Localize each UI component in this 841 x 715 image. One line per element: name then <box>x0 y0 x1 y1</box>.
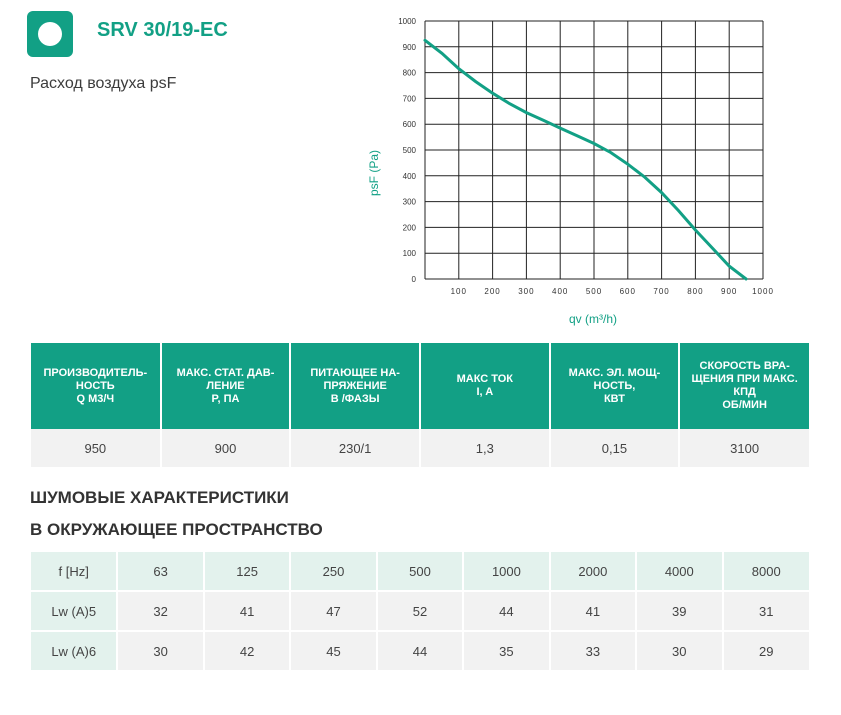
y-axis-ticks: 0 100 200 300 400 500 600 700 800 900 1000 <box>398 17 416 284</box>
x-tick-label: 700 <box>653 287 669 296</box>
y-tick-label: 300 <box>403 198 417 207</box>
noise-value-cell: 44 <box>376 631 465 672</box>
y-tick-label: 1000 <box>398 17 416 26</box>
y-tick-label: 600 <box>403 120 417 129</box>
x-tick-label: 900 <box>721 287 737 296</box>
spec-header-row: ПРОИЗВОДИТЕЛЬ- НОСТЬ Q М3/Ч МАКС. СТАТ. ДАВ… <box>31 343 809 429</box>
x-tick-label: 300 <box>518 287 534 296</box>
x-tick-label: 600 <box>620 287 636 296</box>
noise-value-cell: 41 <box>549 591 638 632</box>
y-tick-label: 400 <box>403 172 417 181</box>
noise-value-cell: 42 <box>203 631 292 672</box>
noise-value-cell: 35 <box>463 631 551 672</box>
noise-value-cell: 52 <box>376 591 465 632</box>
frequency-cell: 63 <box>117 552 205 592</box>
spec-header-cell: СКОРОСТЬ ВРА- ЩЕНИЯ ПРИ МАКС. КПД ОБ/МИН <box>679 343 809 429</box>
y-tick-label: 500 <box>403 146 417 155</box>
frequency-cell: 2000 <box>549 552 638 592</box>
y-tick-label: 900 <box>403 43 417 52</box>
noise-row-label: Lw (A)5 <box>31 591 119 632</box>
spec-header-cell: МАКС. СТАТ. ДАВ- ЛЕНИЕ P, ПА <box>160 343 292 429</box>
x-axis-label: qv (m³/h) <box>569 312 617 326</box>
noise-value-cell: 30 <box>636 631 724 672</box>
frequency-cell: 1000 <box>463 552 551 592</box>
y-tick-label: 200 <box>403 223 417 232</box>
x-tick-label: 1000 <box>752 287 774 296</box>
spec-value-cell: 3100 <box>679 429 809 467</box>
noise-value-cell: 33 <box>549 631 638 672</box>
spec-header-cell: ПРОИЗВОДИТЕЛЬ- НОСТЬ Q М3/Ч <box>31 343 162 429</box>
y-tick-label: 100 <box>403 249 417 258</box>
noise-value-cell: 30 <box>117 631 205 672</box>
noise-value-cell: 32 <box>117 591 205 632</box>
noise-section-subtitle: В ОКРУЖАЮЩЕЕ ПРОСТРАНСТВО <box>30 520 323 539</box>
chart-subtitle: Расход воздуха psF <box>30 75 177 92</box>
noise-value-cell: 39 <box>636 591 724 632</box>
noise-section-title: ШУМОВЫЕ ХАРАКТЕРИСТИКИ <box>30 488 289 507</box>
frequency-cell: 125 <box>203 552 292 592</box>
brand-logo <box>27 11 73 57</box>
frequency-cell: 500 <box>376 552 465 592</box>
spec-header-cell: ПИТАЮЩЕЕ НА- ПРЯЖЕНИЕ В /ФАЗЫ <box>290 343 421 429</box>
noise-table: f [Hz] 63 125 250 500 1000 2000 4000 8000 Lw (A)5… <box>31 552 809 672</box>
y-tick-label: 0 <box>412 275 417 284</box>
x-tick-label: 400 <box>552 287 568 296</box>
spec-value-cell: 0,15 <box>549 429 681 467</box>
frequency-cell: 4000 <box>636 552 724 592</box>
spec-values-row: 950 900 230/1 1,3 0,15 3100 <box>31 429 809 467</box>
noise-header-label: f [Hz] <box>31 552 119 592</box>
y-tick-label: 700 <box>403 94 417 103</box>
model-title: SRV 30/19-EC <box>97 19 228 41</box>
noise-row: Lw (A)5 32 41 47 52 44 41 39 31 <box>31 591 809 632</box>
y-axis-label: psF (Pa) <box>367 150 381 196</box>
noise-header-row: f [Hz] 63 125 250 500 1000 2000 4000 8000 <box>31 552 809 592</box>
spec-table: ПРОИЗВОДИТЕЛЬ- НОСТЬ Q М3/Ч МАКС. СТАТ. ДАВ… <box>31 343 809 467</box>
x-tick-label: 500 <box>586 287 602 296</box>
noise-row: Lw (A)6 30 42 45 44 35 33 30 29 <box>31 631 809 672</box>
noise-value-cell: 41 <box>203 591 292 632</box>
pressure-flow-chart: 0 100 200 300 400 500 600 700 800 900 1000 100 200 3… <box>367 17 774 326</box>
frequency-cell: 250 <box>290 552 378 592</box>
spec-header-cell: МАКС ТОК I, A <box>419 343 551 429</box>
spec-value-cell: 1,3 <box>419 429 551 467</box>
noise-value-cell: 29 <box>722 631 809 672</box>
frequency-cell: 8000 <box>722 552 809 592</box>
y-tick-label: 800 <box>403 69 417 78</box>
noise-value-cell: 47 <box>290 591 378 632</box>
series-line-psf <box>423 38 748 281</box>
spec-value-cell: 900 <box>160 429 292 467</box>
spec-header-cell: МАКС. ЭЛ. МОЩ- НОСТЬ, КВТ <box>549 343 681 429</box>
logo-dot-icon <box>38 22 62 46</box>
noise-value-cell: 31 <box>722 591 809 632</box>
spec-value-cell: 950 <box>31 429 162 467</box>
noise-value-cell: 44 <box>463 591 551 632</box>
x-tick-label: 100 <box>451 287 467 296</box>
noise-row-label: Lw (A)6 <box>31 631 119 672</box>
spec-value-cell: 230/1 <box>290 429 421 467</box>
x-axis-ticks: 100 200 300 400 500 600 700 800 900 1000 <box>451 287 774 296</box>
chart-grid <box>424 20 764 280</box>
noise-value-cell: 45 <box>290 631 378 672</box>
x-tick-label: 800 <box>687 287 703 296</box>
x-tick-label: 200 <box>484 287 500 296</box>
